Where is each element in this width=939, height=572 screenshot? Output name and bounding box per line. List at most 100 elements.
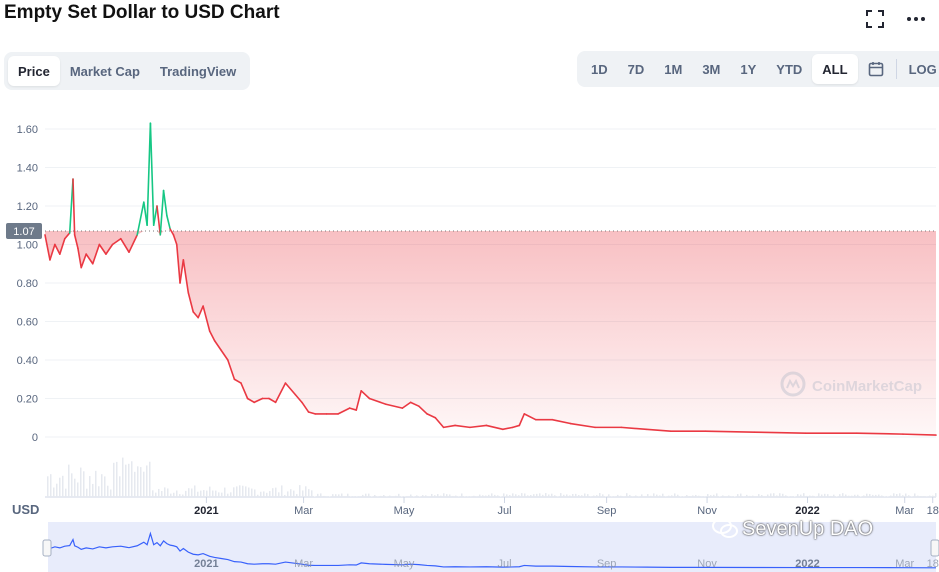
tab-price[interactable]: Price (8, 56, 60, 86)
volume-bar (875, 494, 877, 497)
volume-bar (401, 496, 403, 497)
price-line-segment (348, 407, 358, 411)
range-1m-button[interactable]: 1M (664, 61, 683, 77)
range-1y-button[interactable]: 1Y (740, 61, 757, 77)
volume-bar (89, 476, 91, 497)
range-ytd-button[interactable]: YTD (776, 61, 803, 77)
coinmarketcap-watermark: CoinMarketCap (780, 371, 922, 397)
volume-bar (221, 492, 223, 497)
volume-bar (137, 466, 139, 497)
volume-bar (545, 493, 547, 497)
volume-bar (716, 493, 718, 497)
volume-bar (83, 471, 85, 497)
price-line-segment (301, 401, 310, 413)
volume-bar (242, 485, 244, 497)
volume-bar (434, 495, 436, 497)
volume-bar (854, 494, 856, 497)
volume-bar (224, 487, 226, 497)
x-tick-label: 2022 (795, 505, 819, 517)
volume-bar (119, 476, 121, 497)
volume-bar (50, 474, 52, 497)
volume-bar (626, 493, 628, 497)
volume-bar (56, 483, 58, 497)
price-line-segment (511, 424, 521, 429)
volume-bar (530, 495, 532, 497)
volume-bar (335, 494, 337, 497)
volume-bar (47, 476, 49, 497)
range-all-button[interactable]: ALL (812, 54, 858, 84)
volume-bar (410, 494, 412, 497)
volume-bar (140, 467, 142, 497)
volume-bar (389, 495, 391, 497)
y-tick-label: 1.60 (17, 124, 38, 136)
price-line-segment (146, 122, 152, 227)
price-line-segment (119, 237, 130, 253)
overlay-watermark-text: SevenUp DAO (742, 518, 874, 540)
volume-bar (404, 496, 406, 497)
volume-bar (149, 461, 151, 497)
volume-bar (80, 467, 82, 497)
more-icon[interactable] (905, 8, 927, 30)
calendar-button[interactable] (858, 54, 894, 84)
price-line-segment (469, 424, 488, 429)
volume-bar (491, 493, 493, 497)
volume-bar (593, 495, 595, 497)
volume-bar (572, 493, 574, 497)
price-line-segment (360, 389, 371, 400)
volume-bar (524, 493, 526, 497)
x-tick-label: Mar (895, 505, 914, 517)
volume-bar (806, 495, 808, 497)
volume-bar (908, 495, 910, 497)
tab-market-cap[interactable]: Market Cap (69, 63, 140, 79)
fullscreen-icon[interactable] (864, 8, 886, 30)
volume-bar (845, 494, 847, 497)
price-line-segment (434, 416, 445, 429)
price-line-segment (704, 430, 756, 433)
tab-tradingview[interactable]: TradingView (159, 63, 237, 79)
volume-bar (431, 493, 433, 497)
y-tick-label: 0.80 (17, 278, 38, 290)
volume-bar (662, 493, 664, 497)
volume-bar (533, 494, 535, 497)
x-tick-label: Sep (597, 505, 617, 517)
volume-bar (890, 495, 892, 497)
volume-bar (761, 495, 763, 497)
volume-bar (95, 470, 97, 497)
volume-bar (635, 495, 637, 497)
volume-bar (923, 496, 925, 497)
price-line-segment (426, 413, 437, 419)
navigator-tick-label: 18 (927, 558, 939, 570)
volume-bar (548, 494, 550, 497)
volume-bar (812, 495, 814, 497)
volume-bar (116, 461, 118, 497)
price-line-segment (337, 407, 351, 415)
volume-bar (863, 495, 865, 497)
price-line-segment (59, 237, 66, 255)
divider (895, 59, 897, 79)
volume-bar (728, 495, 730, 497)
volume-bar (932, 495, 934, 497)
price-line-segment (63, 232, 71, 240)
volume-bar (560, 493, 562, 497)
volume-bar (929, 495, 931, 497)
log-scale-button[interactable]: LOG (908, 61, 937, 77)
volume-bar (755, 496, 757, 497)
range-3m-button[interactable]: 3M (702, 61, 721, 77)
volume-bar (272, 488, 274, 497)
volume-bar (239, 485, 241, 497)
volume-bar (131, 461, 133, 497)
y-tick-label: 1.40 (17, 163, 38, 175)
y-tick-label: 1.20 (17, 201, 38, 213)
volume-bar (509, 495, 511, 497)
price-line-segment (187, 291, 195, 313)
volume-bar (620, 495, 622, 497)
volume-bar (710, 495, 712, 497)
range-1d-button[interactable]: 1D (591, 61, 608, 77)
volume-bar (479, 494, 481, 497)
volume-bar (245, 486, 247, 497)
x-tick-label: 2021 (194, 505, 218, 517)
range-7d-button[interactable]: 7D (627, 61, 645, 77)
price-line-segment (175, 243, 181, 284)
volume-bar (695, 494, 697, 497)
volume-bar (521, 493, 523, 497)
